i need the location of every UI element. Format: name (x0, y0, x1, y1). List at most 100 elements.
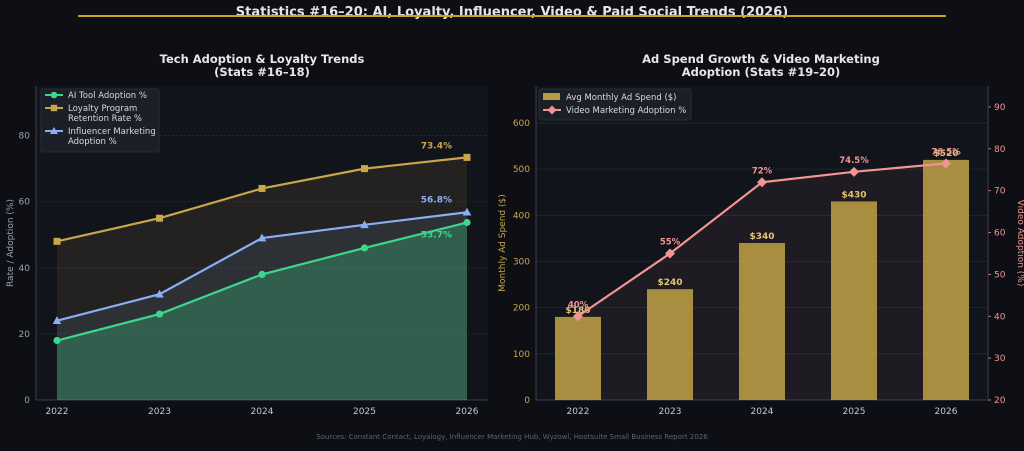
left-y-tick-label: 0 (24, 396, 30, 406)
source-footnote: Sources: Constant Contact, Loyalogy, Inf… (316, 433, 708, 441)
right-line-value-label: 74.5% (839, 156, 869, 166)
right-legend: Avg Monthly Ad Spend ($) Video Marketing … (538, 88, 692, 121)
right-bar-value-label: $340 (749, 232, 774, 242)
right-x-tick-label: 2025 (843, 407, 866, 417)
left-series-point (155, 310, 164, 318)
right-bar (739, 243, 785, 400)
left-legend-marker (50, 91, 58, 99)
right-series-point (665, 248, 675, 259)
right-right-tick-label: 70 (994, 187, 1006, 197)
right-bar-value-label: $430 (841, 190, 866, 200)
right-right-axis-label: Video Adoption (%) (1015, 200, 1024, 287)
right-line-value-label: 72% (752, 166, 773, 176)
right-bar (831, 201, 877, 400)
left-y-tick-label: 20 (19, 330, 31, 340)
left-chart-title-line1: Tech Adoption & Loyalty Trends (160, 52, 365, 66)
right-x-tick-label: 2022 (567, 407, 590, 417)
left-legend: AI Tool Adoption % Loyalty ProgramRetenti… (40, 88, 160, 153)
right-left-tick-label: 200 (513, 304, 530, 314)
right-line-value-label: 40% (568, 300, 589, 310)
left-series-point (463, 153, 471, 161)
left-series-point (53, 336, 61, 345)
page-title: Statistics #16–20: AI, Loyalty, Influenc… (236, 5, 788, 20)
right-series-point (849, 166, 859, 177)
right-chart-title-line2: Adoption (Stats #19–20) (682, 65, 841, 79)
left-series-point (156, 214, 163, 222)
left-y-tick-label: 60 (19, 198, 31, 208)
left-series-point (52, 316, 62, 324)
right-line-value-label: 55% (660, 237, 681, 247)
right-chart: Ad Spend Growth & Video Marketing Adopti… (498, 52, 1024, 417)
left-end-value-label: 56.8% (421, 195, 452, 205)
left-series-point (462, 207, 472, 216)
right-x-tick-label: 2026 (935, 407, 958, 417)
right-chart-title-line1: Ad Spend Growth & Video Marketing (642, 52, 880, 66)
left-series-area (57, 222, 467, 400)
right-right-tick-label: 80 (994, 145, 1006, 155)
left-series-area (57, 212, 467, 400)
right-bar-value-label: $520 (933, 149, 958, 159)
right-series-point (757, 177, 767, 188)
left-legend-label: Influencer Marketing (68, 127, 156, 137)
right-legend-bar-label: Avg Monthly Ad Spend ($) (566, 93, 677, 103)
left-y-tick-label: 80 (19, 132, 31, 142)
right-right-tick-label: 40 (994, 312, 1006, 322)
left-legend-marker (50, 127, 58, 134)
left-series-area (57, 157, 467, 400)
left-legend-label: Retention Rate % (68, 114, 142, 124)
right-left-tick-label: 0 (524, 396, 530, 406)
right-right-tick-label: 20 (994, 396, 1006, 406)
right-series-point (941, 158, 951, 169)
left-legend-label: Adoption % (68, 137, 117, 147)
right-right-tick-label: 30 (994, 354, 1006, 364)
left-chart-title-line2: (Stats #16–18) (214, 65, 310, 79)
right-right-tick-label: 90 (994, 103, 1006, 113)
right-bar (923, 159, 969, 400)
left-series-point (360, 220, 369, 229)
left-end-value-label: 73.4% (421, 141, 452, 151)
left-legend-box (40, 88, 160, 153)
right-left-tick-label: 100 (513, 350, 530, 360)
left-series-point (155, 289, 164, 298)
left-series-point (361, 165, 368, 173)
left-series-point (53, 237, 61, 245)
right-bar (647, 289, 693, 400)
right-bar (555, 316, 601, 400)
left-legend-label: Loyalty Program (68, 104, 137, 114)
left-x-tick-label: 2026 (456, 407, 479, 417)
left-series-point (360, 244, 369, 252)
right-left-tick-label: 300 (513, 257, 530, 267)
right-x-tick-label: 2023 (659, 407, 682, 417)
left-x-tick-label: 2022 (46, 407, 69, 417)
left-y-axis-label: Rate / Adoption (%) (6, 199, 16, 287)
right-right-tick-label: 50 (994, 270, 1006, 280)
right-left-tick-label: 400 (513, 211, 530, 221)
left-series-point (258, 270, 266, 278)
right-right-tick-label: 60 (994, 229, 1006, 239)
right-legend-line-label: Video Marketing Adoption % (566, 106, 686, 116)
left-legend-marker (50, 104, 58, 112)
left-legend-label: AI Tool Adoption % (68, 91, 147, 101)
right-bar-value-label: $180 (565, 306, 590, 316)
right-legend-bar-swatch (543, 93, 560, 100)
right-left-tick-label: 600 (513, 119, 530, 129)
right-legend-marker (547, 105, 557, 115)
left-x-tick-label: 2023 (148, 407, 171, 417)
left-x-tick-label: 2024 (251, 407, 274, 417)
right-bar-value-label: $240 (657, 278, 682, 288)
left-series-point (258, 184, 266, 192)
right-series-point (573, 311, 583, 322)
left-y-tick-label: 40 (19, 264, 31, 274)
left-chart: Tech Adoption & Loyalty Trends (Stats #1… (6, 52, 488, 417)
left-x-tick-label: 2025 (353, 407, 376, 417)
right-line-value-label: 76.5% (931, 147, 961, 157)
left-series-point (463, 218, 471, 227)
right-x-tick-label: 2024 (751, 407, 774, 417)
left-series-point (257, 233, 267, 242)
right-left-tick-label: 500 (513, 165, 530, 175)
left-end-value-label: 53.7% (421, 231, 452, 241)
right-left-axis-label: Monthly Ad Spend ($) (498, 194, 508, 291)
right-legend-box (538, 88, 692, 121)
